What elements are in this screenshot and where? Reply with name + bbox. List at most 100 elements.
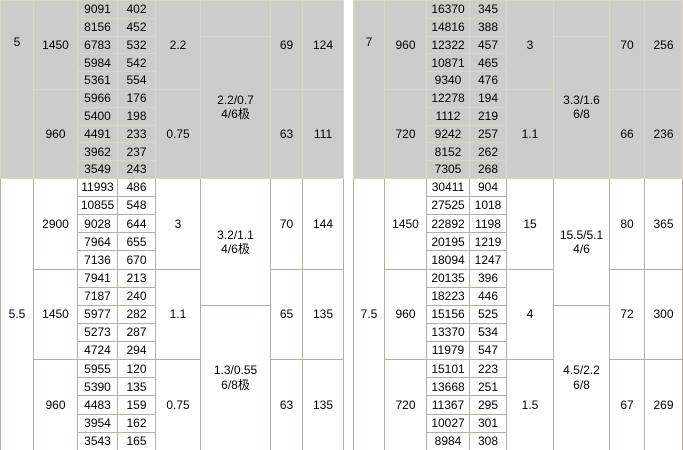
cell-motor-kw: 1.1 xyxy=(506,88,554,179)
cell-head: 176 xyxy=(117,88,156,108)
cell-flow: 18223 xyxy=(426,286,470,306)
cell-flow: 10027 xyxy=(426,413,470,433)
table-row: 9340 476 xyxy=(354,71,683,90)
cell-speed: 960 xyxy=(384,268,427,361)
cell-flow: 16370 xyxy=(426,0,470,19)
cell-speed: 720 xyxy=(384,359,427,450)
cell-flow: 3954 xyxy=(77,413,118,433)
cell-flow: 12278 xyxy=(426,88,470,108)
cell-flow: 6783 xyxy=(77,35,118,55)
cell-head: 904 xyxy=(469,177,507,198)
cell-head: 135 xyxy=(117,377,156,397)
table-row: 5 1450 9091 402 2.2 69 124 xyxy=(0,0,344,179)
table-row: 22892 1198 xyxy=(354,214,683,234)
cell-head: 237 xyxy=(117,142,156,162)
table-row: 1112 219 xyxy=(354,106,683,126)
table-row: 27525 1018 xyxy=(354,196,683,216)
cell-flow: 7305 xyxy=(426,160,470,179)
cell-flow: 5966 xyxy=(77,88,118,108)
cell-head: 1198 xyxy=(469,214,507,234)
cell-motor-kw: 1.5 xyxy=(506,359,554,450)
table-row: 960 5966 176 0.75 63 111 xyxy=(1,88,344,179)
table-row: 3543 165 xyxy=(1,431,344,450)
cell-flow: 4724 xyxy=(77,341,118,361)
cell-head: 223 xyxy=(469,359,507,379)
cell-flow: 14816 xyxy=(426,17,470,37)
table-row: 960 5955 120 0.75 63 135 xyxy=(1,359,344,450)
cell-motor-spec xyxy=(553,0,610,37)
table-row: 5390 135 xyxy=(1,377,344,397)
cell-head: 165 xyxy=(117,431,156,450)
table-row: 8152 262 xyxy=(354,142,683,162)
cell-head: 219 xyxy=(469,106,507,126)
table-row: 7305 268 xyxy=(354,160,683,179)
cell-flow: 8156 xyxy=(77,17,118,37)
cell-flow: 8152 xyxy=(426,142,470,162)
cell-head: 457 xyxy=(469,35,507,55)
cell-motor-kw: 2.2 xyxy=(155,0,201,90)
cell-flow: 5977 xyxy=(77,304,118,324)
cell-head: 396 xyxy=(469,268,507,288)
cell-flow: 5361 xyxy=(77,71,118,90)
table-row: 18094 1247 xyxy=(354,250,683,270)
cell-head: 532 xyxy=(117,35,156,55)
cell-flow: 15156 xyxy=(426,304,470,324)
cell-flow: 9091 xyxy=(77,0,118,19)
table-row: 6783 532 2.2/0.7 4/6极 xyxy=(1,35,344,179)
cell-head: 1219 xyxy=(469,232,507,252)
cell-head: 162 xyxy=(117,413,156,433)
spec-table-left: 5 1450 9091 402 2.2 69 124 8156 452 6783 532 2.2/0.… xyxy=(0,0,344,450)
table-row: 4483 159 xyxy=(1,395,344,415)
table-row: 720 15101 223 1.5 67 269 xyxy=(354,359,683,450)
cell-c7: 80 xyxy=(609,177,645,270)
cell-c7: 63 xyxy=(270,88,303,179)
table-row: 10855 548 xyxy=(1,196,344,216)
cell-flow: 18094 xyxy=(426,250,470,270)
cell-flow: 9242 xyxy=(426,124,470,144)
cell-head: 213 xyxy=(117,268,156,288)
cell-flow: 10855 xyxy=(77,196,118,216)
table-row: 14816 388 xyxy=(354,17,683,37)
cell-c7: 67 xyxy=(609,359,645,450)
cell-flow: 11367 xyxy=(426,395,470,415)
cell-motor-spec xyxy=(200,0,271,37)
cell-flow: 22892 xyxy=(426,214,470,234)
cell-speed: 1450 xyxy=(384,177,427,270)
cell-head: 295 xyxy=(469,395,507,415)
table-row: 10027 301 xyxy=(354,413,683,433)
table-row: 11979 547 xyxy=(354,341,683,361)
cell-flow: 12322 xyxy=(426,35,470,55)
table-row: 9028 644 xyxy=(1,214,344,234)
table-row: 7.5 1450 30411 904 15 15.5/5.1 4/6 80 365 xyxy=(353,177,683,450)
table-row: 5273 287 xyxy=(1,322,344,343)
section-gray: 5 1450 9091 402 2.2 69 124 8156 452 6783 532 2.2/0.… xyxy=(0,0,344,179)
cell-flow: 3549 xyxy=(77,160,118,179)
cell-head: 294 xyxy=(117,341,156,361)
cell-motor-kw: 3 xyxy=(155,177,201,270)
cell-speed: 960 xyxy=(33,359,78,450)
cell-head: 486 xyxy=(117,177,156,198)
cell-c7: 65 xyxy=(270,268,303,361)
cell-power: 5 xyxy=(0,0,34,179)
spec-table-right: 7 960 16370 345 3 70 256 14816 388 12322 457 3.3/1.… xyxy=(353,0,683,450)
cell-c8: 135 xyxy=(302,359,344,450)
cell-head: 525 xyxy=(469,304,507,324)
cell-flow: 13668 xyxy=(426,377,470,397)
cell-c8: 300 xyxy=(644,268,683,361)
table-row: 720 12278 194 1.1 66 236 xyxy=(354,88,683,179)
cell-head: 542 xyxy=(117,53,156,73)
cell-head: 402 xyxy=(117,0,156,19)
cell-flow: 5390 xyxy=(77,377,118,397)
cell-head: 554 xyxy=(117,71,156,90)
cell-c8: 256 xyxy=(644,0,683,90)
cell-c8: 144 xyxy=(302,177,344,270)
table-row: 960 20135 396 4 72 300 xyxy=(354,268,683,361)
table-row: 15156 525 4.5/2.2 6/8 xyxy=(354,304,683,450)
table-row: 20195 1219 xyxy=(354,232,683,252)
cell-c8: 365 xyxy=(644,177,683,270)
cell-head: 120 xyxy=(117,359,156,379)
cell-flow: 5400 xyxy=(77,106,118,126)
cell-head: 240 xyxy=(117,286,156,306)
cell-head: 1018 xyxy=(469,196,507,216)
cell-head: 251 xyxy=(469,377,507,397)
